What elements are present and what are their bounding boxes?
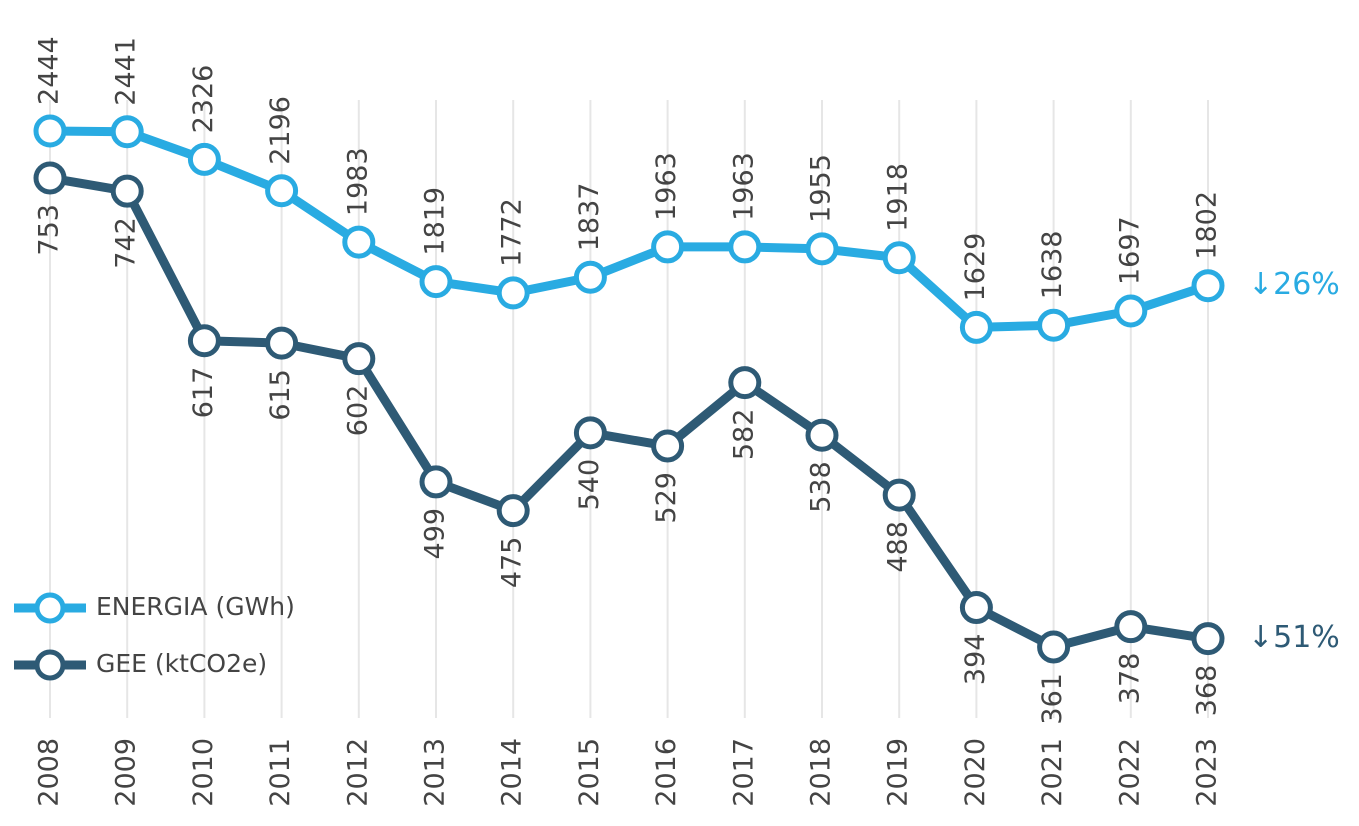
x-tick-label: 2018 — [806, 738, 837, 807]
data-label: 1697 — [1114, 216, 1145, 285]
x-tick-label: 2013 — [420, 738, 451, 807]
marker — [805, 232, 839, 266]
data-label: 602 — [342, 385, 373, 437]
legend-label: ENERGIA (GWh) — [96, 592, 295, 621]
data-label: 529 — [651, 472, 682, 524]
data-label: 617 — [188, 367, 219, 419]
marker — [1114, 610, 1148, 644]
marker — [728, 366, 762, 400]
x-tick-label: 2020 — [960, 738, 991, 807]
marker — [265, 326, 299, 360]
x-tick-label: 2023 — [1192, 738, 1223, 807]
legend-marker — [34, 592, 66, 624]
marker — [419, 265, 453, 299]
data-label: 1837 — [574, 183, 605, 252]
data-label: 1638 — [1037, 231, 1068, 300]
annotation: ↓51% — [1248, 620, 1340, 655]
x-tick-label: 2019 — [883, 738, 914, 807]
data-label: 1963 — [651, 152, 682, 221]
x-tick-label: 2021 — [1037, 738, 1068, 807]
marker — [728, 230, 762, 264]
marker — [342, 342, 376, 376]
data-label: 2444 — [34, 36, 65, 105]
data-label: 540 — [574, 459, 605, 511]
data-label: 475 — [497, 537, 528, 589]
x-tick-label: 2012 — [342, 738, 373, 807]
data-label: 1983 — [342, 147, 373, 216]
data-label: 1802 — [1192, 191, 1223, 260]
marker — [573, 260, 607, 294]
marker — [882, 241, 916, 275]
legend-marker — [34, 649, 66, 681]
data-label: 488 — [883, 521, 914, 573]
marker — [1037, 308, 1071, 342]
data-label: 2196 — [265, 96, 296, 165]
marker — [959, 591, 993, 625]
data-label: 1918 — [883, 163, 914, 232]
annotation: ↓26% — [1248, 267, 1340, 302]
x-tick-label: 2016 — [651, 738, 682, 807]
x-tick-label: 2017 — [728, 738, 759, 807]
data-label: 1963 — [728, 152, 759, 221]
x-tick-label: 2014 — [497, 738, 528, 807]
x-tick-label: 2015 — [574, 738, 605, 807]
data-label: 394 — [960, 634, 991, 686]
marker — [187, 142, 221, 176]
marker — [1191, 269, 1225, 303]
data-label: 538 — [806, 461, 837, 513]
marker — [496, 276, 530, 310]
x-tick-label: 2009 — [111, 738, 142, 807]
series-line — [49, 126, 1210, 332]
marker — [651, 429, 685, 463]
data-label: 1819 — [420, 187, 451, 256]
data-label: 615 — [265, 369, 296, 421]
data-label: 2326 — [188, 65, 219, 134]
data-label: 368 — [1192, 665, 1223, 717]
data-label: 753 — [34, 204, 65, 256]
x-tick-label: 2011 — [265, 738, 296, 807]
data-label: 582 — [728, 409, 759, 461]
marker — [1191, 622, 1225, 656]
marker — [33, 114, 67, 148]
data-label: 361 — [1037, 673, 1068, 725]
data-label: 1955 — [806, 154, 837, 223]
marker — [187, 324, 221, 358]
marker — [959, 310, 993, 344]
marker — [1037, 630, 1071, 664]
data-label: 1629 — [960, 233, 991, 302]
marker — [651, 230, 685, 264]
marker — [573, 416, 607, 450]
series-line — [49, 173, 1209, 652]
marker — [110, 115, 144, 149]
legend-label: GEE (ktCO2e) — [96, 649, 267, 678]
x-tick-label: 2010 — [188, 738, 219, 807]
marker — [1114, 294, 1148, 328]
marker — [805, 418, 839, 452]
marker — [882, 478, 916, 512]
data-label: 499 — [420, 508, 451, 560]
marker — [342, 225, 376, 259]
data-label: 2441 — [111, 37, 142, 106]
marker — [419, 465, 453, 499]
marker — [33, 161, 67, 195]
marker — [496, 494, 530, 528]
data-label: 1772 — [497, 198, 528, 267]
marker — [110, 174, 144, 208]
marker — [265, 174, 299, 208]
data-label: 742 — [111, 217, 142, 269]
x-tick-label: 2022 — [1114, 738, 1145, 807]
x-tick-label: 2008 — [34, 738, 65, 807]
data-label: 378 — [1114, 653, 1145, 705]
